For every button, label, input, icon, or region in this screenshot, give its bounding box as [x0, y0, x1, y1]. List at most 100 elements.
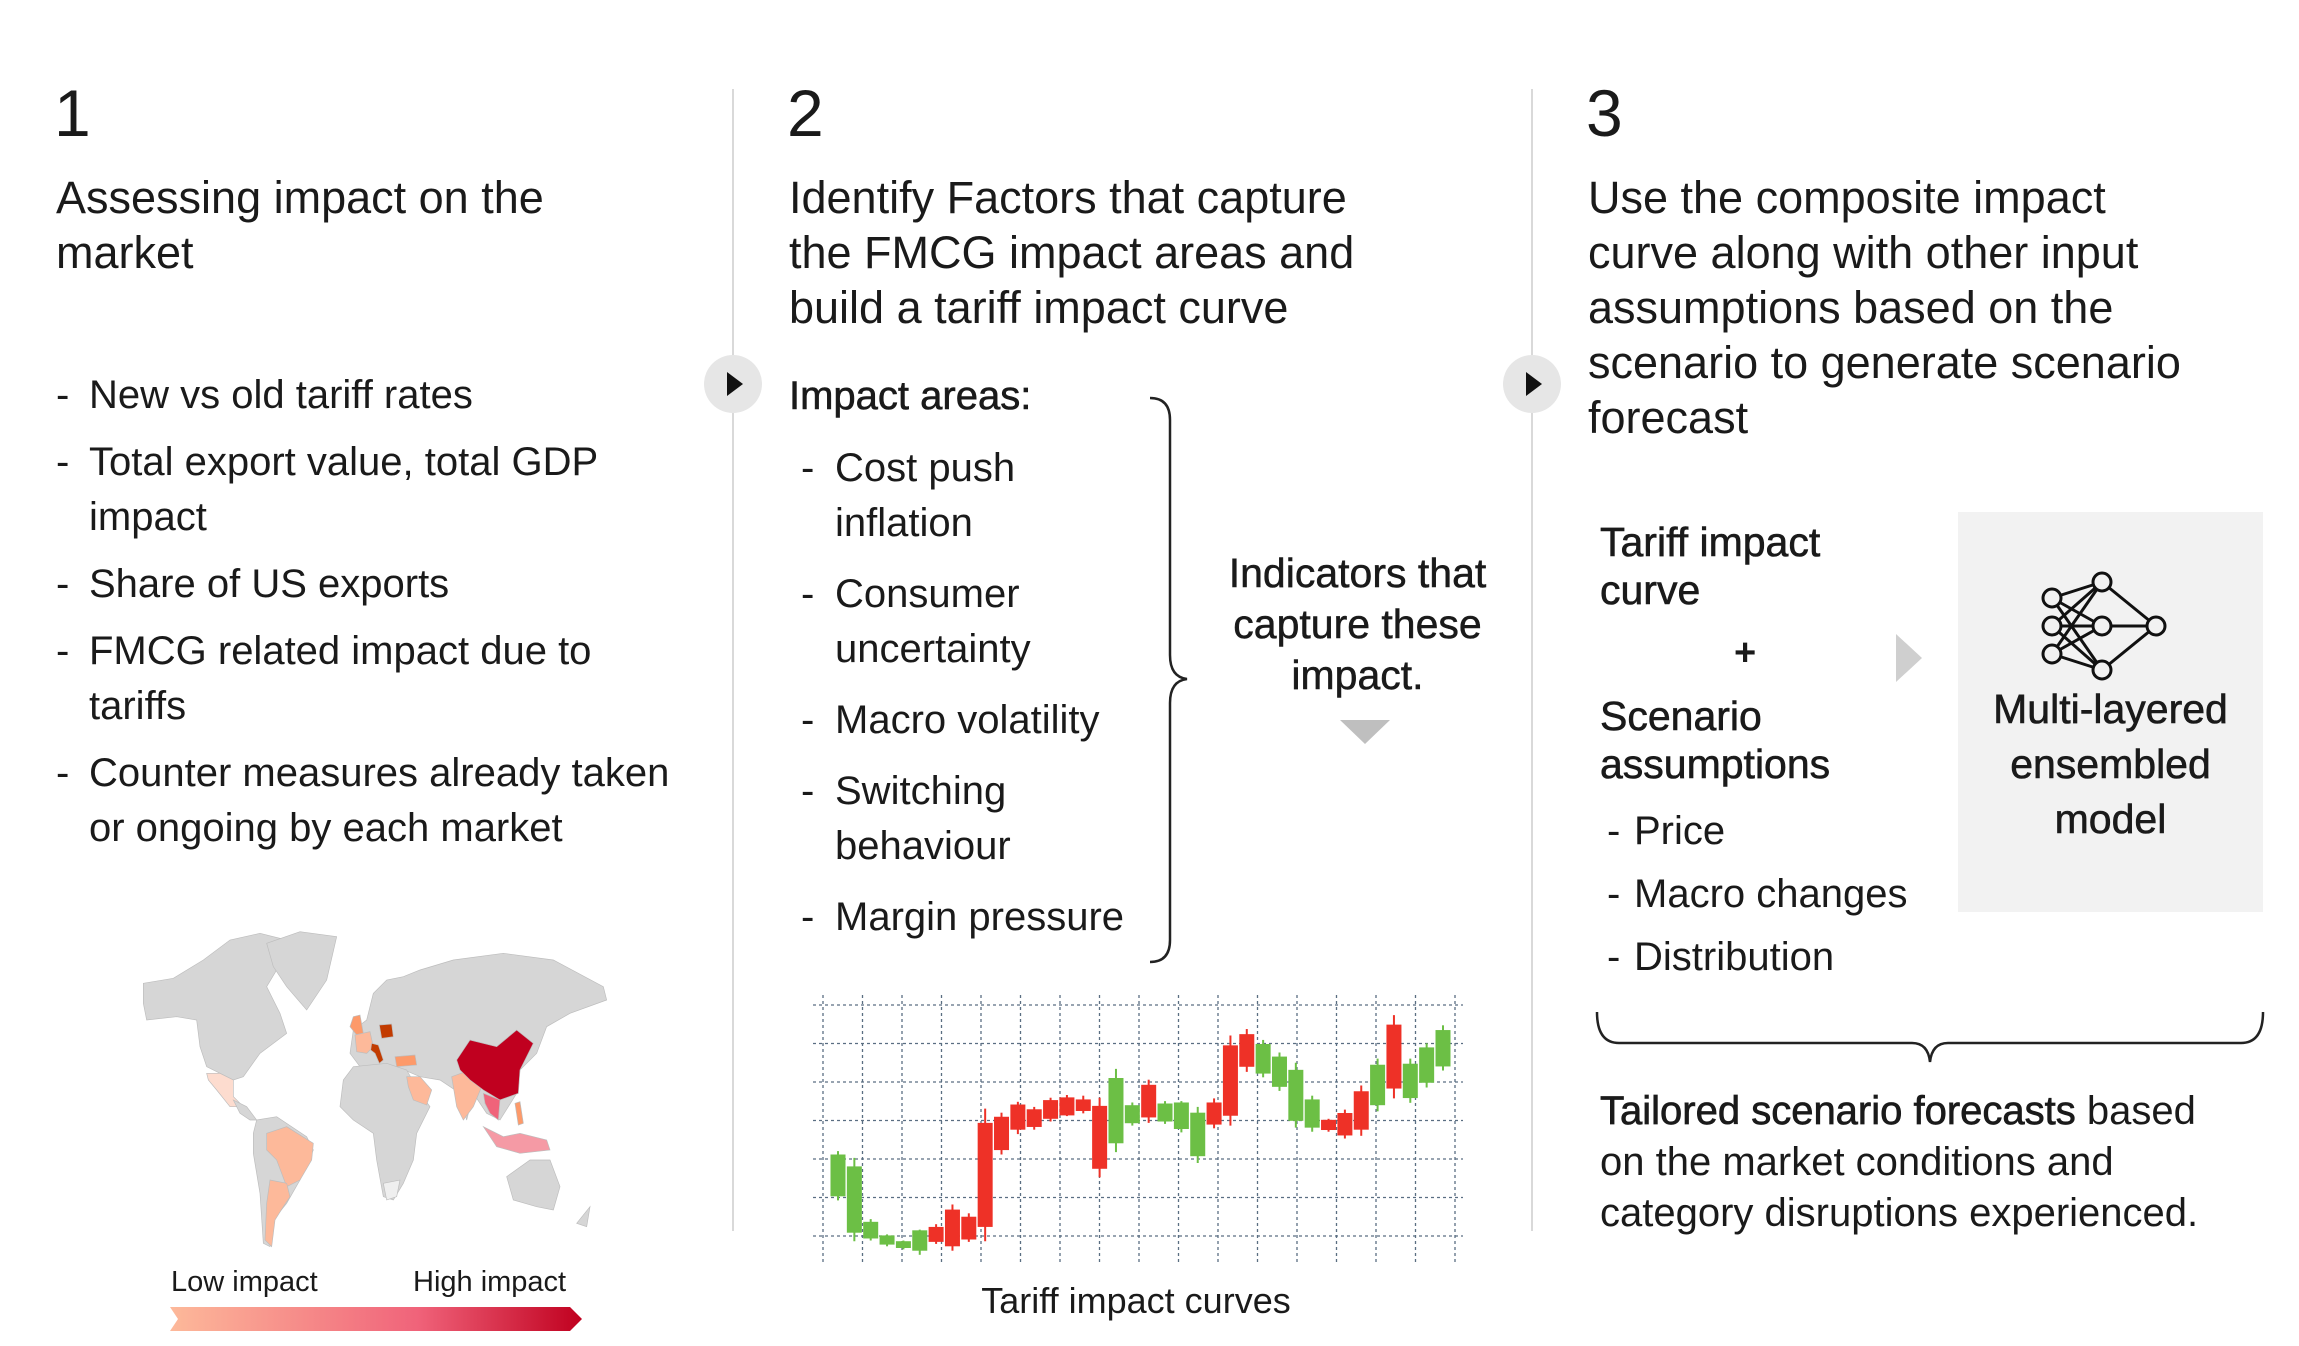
down-arrow-icon [1340, 720, 1390, 744]
heading-line: scenario to generate scenario [1588, 337, 2181, 388]
heading-line: build a tariff impact curve [789, 282, 1289, 333]
candle [1353, 1085, 1369, 1136]
candle [1092, 1097, 1108, 1178]
map-brazil [266, 1126, 314, 1188]
heading-line: curve along with other input [1588, 227, 2139, 278]
label-line: curve [1600, 567, 1701, 614]
impact-areas-list: - Cost push inflation - Consumer uncertainty -… [801, 441, 1155, 961]
step-1-bullets: - New vs old tariff rates - Total export va… [56, 368, 709, 868]
heading-line: Assessing impact on the [56, 172, 544, 223]
list-item: - Switching behaviour [801, 764, 1155, 874]
dash: - [801, 446, 815, 490]
label-line: model [2054, 796, 2167, 843]
candle [944, 1204, 960, 1251]
label-line: ensembled [2010, 741, 2211, 788]
divider-1 [732, 89, 734, 1231]
result-line: category disruptions experienced. [1600, 1191, 2199, 1235]
scenario-assumptions-label: Scenario assumptions [1600, 692, 1831, 788]
map-philippines [514, 1101, 524, 1126]
label-line: Tariff impact [1600, 519, 1821, 566]
list-item-text: Distribution [1634, 935, 1835, 979]
step-number-3: 3 [1586, 76, 1623, 150]
dash: - [56, 373, 70, 417]
heading-line: the FMCG impact areas and [789, 227, 1355, 278]
heading-line: Use the composite impact [1588, 172, 2106, 223]
neural-network-icon [2041, 571, 2167, 681]
legend-low-label: Low impact [171, 1266, 318, 1298]
list-item-text: uncertainty [835, 627, 1031, 671]
dash: - [56, 440, 70, 484]
dash: - [56, 751, 70, 795]
candle [1157, 1101, 1173, 1124]
candle [1010, 1101, 1026, 1135]
next-arrow-icon [1503, 355, 1561, 413]
list-item-text: behaviour [835, 824, 1011, 868]
candle [1124, 1102, 1140, 1126]
list-item: - FMCG related impact due to tariffs [56, 624, 709, 734]
result-line: based [2075, 1089, 2196, 1133]
candle [928, 1224, 944, 1244]
candle [1271, 1052, 1287, 1091]
step-2-heading: Identify Factors that capture the FMCG i… [789, 170, 1354, 335]
world-impact-map [143, 931, 608, 1248]
candle [961, 1213, 977, 1242]
list-item-text: tariffs [89, 684, 187, 728]
candle [1386, 1015, 1402, 1099]
candle [994, 1112, 1010, 1155]
map-poland [378, 1023, 394, 1039]
candle [1402, 1058, 1418, 1103]
candle [1222, 1035, 1238, 1126]
list-item-text: New vs old tariff rates [89, 373, 473, 417]
step-number-2: 2 [787, 76, 824, 150]
dash: - [1607, 872, 1621, 916]
next-arrow-icon [704, 355, 762, 413]
dash: - [801, 572, 815, 616]
heading-line: market [56, 227, 194, 278]
indicators-line: capture these [1233, 601, 1482, 648]
candle [912, 1229, 928, 1255]
result-line: on the market conditions and [1600, 1140, 2114, 1184]
list-item-text: Consumer [835, 572, 1020, 616]
list-item-text: or ongoing by each market [89, 806, 563, 850]
list-item: - Cost push inflation [801, 441, 1155, 551]
tariff-curve-label: Tariff impact curve [1600, 518, 1821, 614]
label-line: Multi-layered [1993, 686, 2228, 733]
map-uk [349, 1014, 364, 1036]
indicators-line: Indicators that [1228, 550, 1487, 597]
map-indonesia [482, 1125, 551, 1154]
map-turkey [394, 1054, 418, 1068]
tariff-impact-candlestick-chart [813, 995, 1463, 1265]
candle [1337, 1109, 1353, 1139]
candle [1288, 1062, 1304, 1128]
map-argentina [264, 1179, 291, 1248]
candle [1304, 1095, 1320, 1132]
map-north-america [143, 932, 288, 1081]
list-item: - Macro volatility [801, 693, 1155, 748]
candle [1059, 1095, 1075, 1117]
map-new-zealand [576, 1205, 591, 1228]
list-item-text: Price [1634, 809, 1726, 853]
list-item: - Consumer uncertainty [801, 567, 1155, 677]
list-item-text: impact [89, 495, 207, 539]
candle [1075, 1095, 1091, 1114]
step-1-heading: Assessing impact on the market [56, 170, 544, 280]
list-item: - Share of US exports [56, 557, 709, 612]
candle [879, 1234, 895, 1247]
step-3-heading: Use the composite impact curve along wit… [1588, 170, 2181, 445]
list-item-text: Share of US exports [89, 562, 450, 606]
map-southeast-asia [482, 1092, 501, 1121]
list-item-text: Switching [835, 769, 1007, 813]
list-item-text: Macro volatility [835, 698, 1100, 742]
impact-areas-title: Impact areas: [789, 374, 1032, 419]
dash: - [56, 562, 70, 606]
candle [1206, 1098, 1222, 1129]
list-item-text: Cost push [835, 446, 1016, 490]
candle [1239, 1029, 1255, 1072]
candle [863, 1219, 879, 1241]
list-item-text: Total export value, total GDP [89, 440, 599, 484]
list-item: - Margin pressure [801, 890, 1155, 945]
horizontal-brace-icon [1595, 1011, 2265, 1063]
list-item-text: inflation [835, 501, 973, 545]
candle [1043, 1097, 1059, 1122]
candle [1108, 1068, 1124, 1153]
